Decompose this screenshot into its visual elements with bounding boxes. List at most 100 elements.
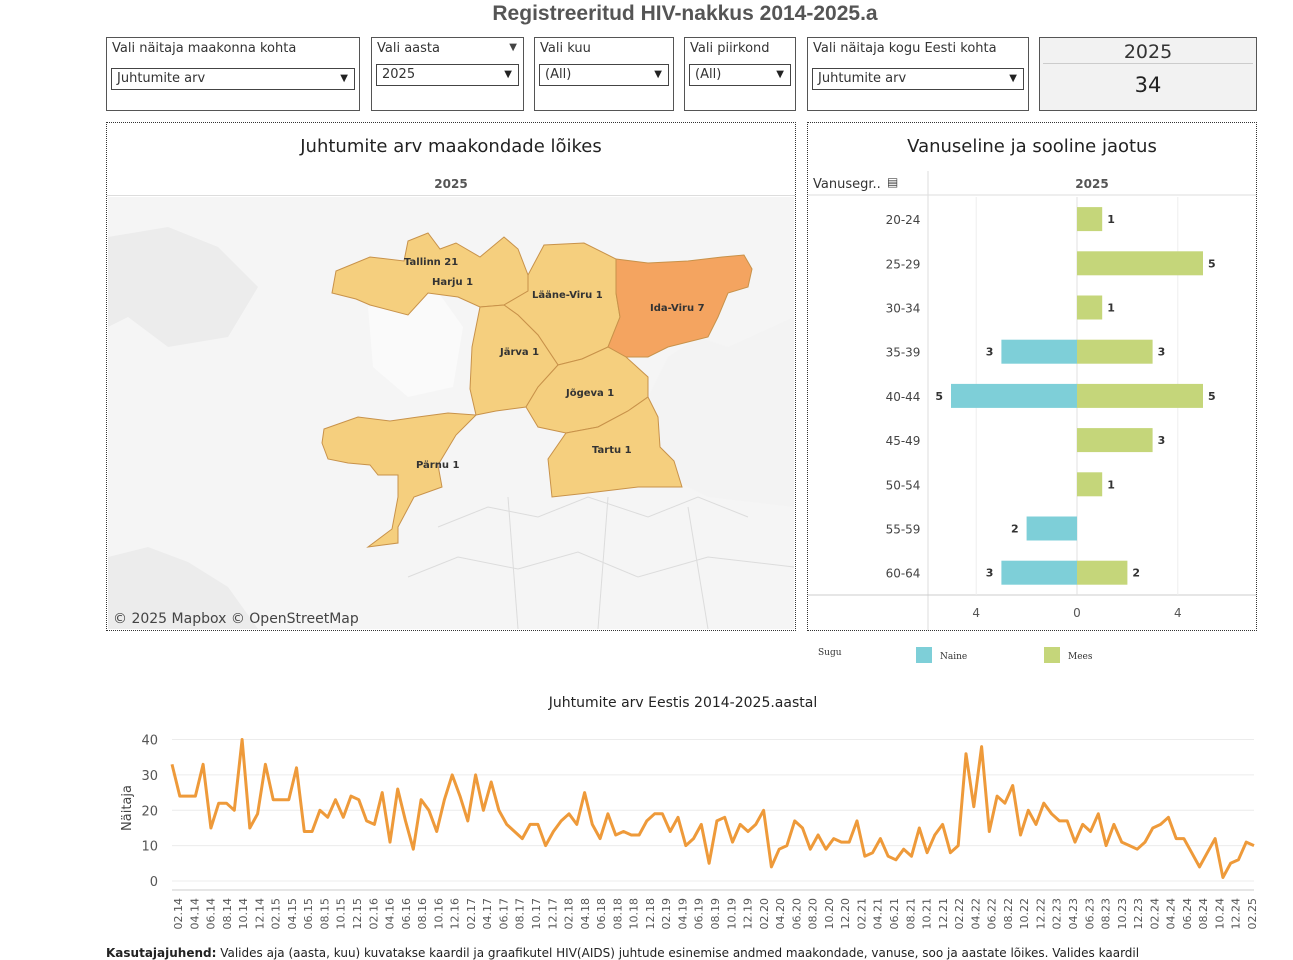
x-tick-label: 10.17 — [530, 898, 543, 930]
x-tick-label: 0 — [1073, 606, 1081, 620]
x-tick-label: 06.15 — [302, 898, 315, 930]
x-tick-label: 04.19 — [676, 898, 689, 930]
county-harju[interactable] — [331, 232, 529, 316]
bar-mees[interactable] — [1077, 428, 1153, 453]
x-tick-label: 10.19 — [725, 898, 738, 930]
x-tick-label: 08.19 — [709, 898, 722, 930]
x-tick-label: 08.22 — [1002, 898, 1015, 930]
x-tick-label: 12.20 — [839, 898, 852, 930]
x-tick-label: 02.19 — [660, 898, 673, 930]
region-dropdown[interactable]: (All) ▼ — [689, 64, 791, 86]
legend-swatch-naine[interactable] — [916, 647, 932, 663]
x-tick-label: 02.20 — [758, 898, 771, 930]
y-tick-label: 20 — [141, 804, 158, 819]
bar-value-label: 5 — [1208, 390, 1216, 403]
x-tick-label: 08.24 — [1197, 898, 1210, 930]
county-labels: Tallinn 21 Harju 1 Lääne-Viru 1 Ida-Viru… — [404, 257, 705, 471]
bar-mees[interactable] — [1077, 251, 1203, 276]
bar-value-label: 5 — [1208, 257, 1216, 270]
map-attribution[interactable]: © 2025 Mapbox © OpenStreetMap — [113, 611, 359, 627]
bar-mees[interactable] — [1077, 472, 1103, 497]
x-tick-label: 06.20 — [790, 898, 803, 930]
county-tartu[interactable] — [547, 396, 683, 498]
dropdown-value: (All) — [695, 67, 722, 82]
x-tick-label: 10.20 — [823, 898, 836, 930]
county-parnu[interactable] — [321, 412, 478, 548]
county-map[interactable]: Tallinn 21 Harju 1 Lääne-Viru 1 Ida-Viru… — [108, 197, 794, 629]
x-tick-label: 04.22 — [969, 898, 982, 930]
year-dropdown[interactable]: 2025 ▼ — [376, 64, 519, 86]
filter-label: Vali aasta — [377, 41, 440, 56]
bar-naine[interactable] — [1001, 560, 1077, 585]
filter-estonia-indicator: Vali näitaja kogu Eesti kohta Juhtumite … — [807, 37, 1029, 111]
bar-mees[interactable] — [1077, 339, 1153, 364]
map-land-lake — [368, 292, 463, 397]
kpi-divider — [1043, 63, 1253, 64]
age-group-label: 45-49 — [886, 434, 921, 448]
county-indicator-dropdown[interactable]: Juhtumite arv ▼ — [111, 68, 355, 90]
county-shapes — [321, 232, 753, 548]
y-tick-label: 40 — [141, 734, 158, 749]
x-tick-label: 10.22 — [1018, 898, 1031, 930]
x-tick-label: 4 — [1174, 606, 1182, 620]
bar-mees[interactable] — [1077, 295, 1103, 320]
x-tick-label: 4 — [972, 606, 980, 620]
bar-value-label: 3 — [986, 346, 994, 359]
dropdown-value: Juhtumite arv — [117, 71, 206, 86]
x-tick-label: 08.21 — [904, 898, 917, 930]
x-tick-label: 12.23 — [1132, 898, 1145, 930]
bar-mees[interactable] — [1077, 207, 1103, 232]
x-tick-label: 06.14 — [205, 898, 218, 930]
age-gender-bar-chart[interactable]: 4 0 4 20-24 1 25-29 5 30-34 1 35-39 3 3 40-44 5 5 45-49… — [808, 123, 1256, 630]
legend-label-naine: Naine — [940, 652, 968, 662]
estonia-indicator-dropdown[interactable]: Juhtumite arv ▼ — [812, 68, 1024, 90]
x-tick-label: 06.23 — [1083, 898, 1096, 930]
bar-mees[interactable] — [1077, 383, 1203, 408]
x-tick-label: 02.16 — [367, 898, 380, 930]
x-tick-label: 08.16 — [416, 898, 429, 930]
y-tick-label: 0 — [150, 875, 158, 890]
x-tick-label: 08.15 — [318, 898, 331, 930]
x-tick-label: 08.14 — [221, 898, 234, 930]
bar-naine[interactable] — [951, 383, 1077, 408]
x-tick-label: 10.14 — [237, 898, 250, 930]
x-tick-label: 04.24 — [1165, 898, 1178, 930]
map-title: Juhtumite arv maakondade lõikes — [300, 136, 602, 157]
legend-swatch-mees[interactable] — [1044, 647, 1060, 663]
x-tick-label: 12.24 — [1230, 898, 1243, 930]
y-axis-label: Näitaja — [120, 785, 135, 831]
x-tick-label: 10.15 — [335, 898, 348, 930]
x-tick-label: 04.20 — [774, 898, 787, 930]
x-tick-label: 02.18 — [563, 898, 576, 930]
bar-value-label: 1 — [1107, 478, 1115, 491]
x-tick-label: 06.24 — [1181, 898, 1194, 930]
bar-naine[interactable] — [1026, 516, 1077, 541]
county-ida-viru[interactable] — [607, 254, 753, 358]
x-tick-label: 06.18 — [595, 898, 608, 930]
x-tick-label: 08.23 — [1100, 898, 1113, 930]
x-tick-label: 04.18 — [579, 898, 592, 930]
sort-icon[interactable]: ▤ — [887, 175, 899, 189]
kpi-value: 34 — [1134, 73, 1162, 97]
map-borders-outside — [407, 496, 794, 629]
series-line[interactable] — [170, 738, 1255, 879]
month-dropdown[interactable]: (All) ▼ — [539, 64, 669, 86]
x-tick-label: 10.16 — [432, 898, 445, 930]
bar-value-label: 1 — [1107, 213, 1115, 226]
x-tick-label: 04.23 — [1067, 898, 1080, 930]
filter-label: Vali näitaja maakonna kohta — [112, 41, 297, 56]
bar-naine[interactable] — [1001, 339, 1077, 364]
x-tick-label: 02.24 — [1148, 898, 1161, 930]
bar-value-label: 5 — [935, 390, 943, 403]
bar-mees[interactable] — [1077, 560, 1128, 585]
x-tick-label: 12.22 — [1034, 898, 1047, 930]
x-tick-label: 02.25 — [1246, 898, 1259, 930]
age-group-label: 20-24 — [886, 213, 921, 227]
chevron-down-icon[interactable]: ▼ — [509, 42, 517, 53]
filter-month: Vali kuu (All) ▼ — [534, 37, 674, 111]
kpi-year: 2025 — [1123, 41, 1173, 63]
line-chart-title: Juhtumite arv Eestis 2014-2025.aastal — [548, 695, 818, 711]
x-tick-label: 02.15 — [270, 898, 283, 930]
dropdown-value: Juhtumite arv — [818, 71, 907, 86]
